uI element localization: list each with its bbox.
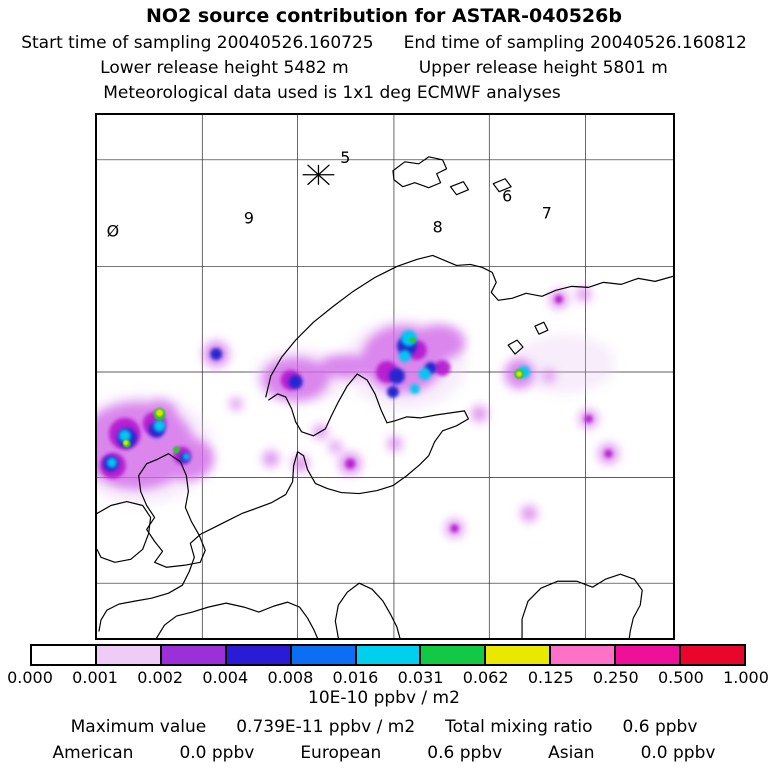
cluster-label-6: 6	[502, 187, 512, 206]
max-value-label: Maximum value	[70, 717, 207, 737]
region-asian-label: Asian	[548, 743, 595, 763]
colorbar-cell	[614, 646, 680, 664]
plume-green	[122, 337, 525, 454]
coast-uk	[138, 453, 206, 568]
colorbar	[30, 644, 746, 666]
colorbar-tick-label: 0.004	[202, 668, 249, 687]
cluster-label-8: 8	[433, 218, 443, 237]
cluster-labels: 5 9 Ø 8 6 7	[107, 148, 552, 241]
cluster-label-0: Ø	[107, 222, 120, 241]
lower-release-text: Lower release height 5482 m	[100, 58, 349, 78]
lake-onega	[534, 321, 549, 335]
max-value-text: 0.739E-11 ppbv / m2	[236, 717, 416, 737]
colorbar-cell	[159, 646, 225, 664]
colorbar-tick-label: 0.016	[332, 668, 379, 687]
mixing-ratio-label: Total mixing ratio	[445, 717, 593, 737]
colorbar-cell	[32, 646, 95, 664]
met-data-line: Meteorological data used is 1x1 deg ECMW…	[103, 83, 561, 103]
mixing-ratio-value: 0.6 ppbv	[622, 717, 698, 737]
lake-ladoga	[507, 339, 524, 355]
colorbar-tick-label: 0.500	[658, 668, 704, 687]
region-european-value: 0.6 ppbv	[427, 743, 503, 763]
coastlines	[97, 156, 673, 638]
release-heights-line: Lower release height 5482 m Upper releas…	[0, 58, 768, 78]
end-time-text: End time of sampling 20040526.160812	[403, 33, 747, 53]
sampling-times-line: Start time of sampling 20040526.160725 E…	[0, 33, 768, 53]
plume-yellow	[123, 371, 522, 446]
colorbar-tick-label: 0.125	[527, 668, 574, 687]
colorbar-tick-label: 0.031	[397, 668, 444, 687]
summary-line: Maximum value 0.739E-11 ppbv / m2 Total …	[0, 717, 768, 737]
colorbar-tick-label: 0.008	[267, 668, 314, 687]
colorbar-tick-label: 0.062	[462, 668, 509, 687]
colorbar-cell	[484, 646, 550, 664]
region-asian-value: 0.0 ppbv	[640, 743, 716, 763]
colorbar-cell	[289, 646, 355, 664]
colorbar-cell	[419, 646, 485, 664]
map-frame: 5 9 Ø 8 6 7	[95, 113, 675, 640]
coast-arctic-island-1	[392, 156, 448, 189]
plume-halos	[97, 287, 619, 538]
cluster-label-9: 9	[244, 209, 254, 228]
release-marker-icon	[302, 164, 335, 186]
region-american-label: American	[52, 743, 134, 763]
colorbar-tick-label: 0.001	[72, 668, 118, 687]
coast-baltic-westeurope	[98, 373, 470, 632]
coast-norway-arctic	[265, 254, 673, 398]
coast-adriatic	[334, 582, 401, 638]
coast-arctic-island-2	[449, 181, 470, 196]
region-american-value: 0.0 ppbv	[179, 743, 255, 763]
colorbar-tick-label: 1.000	[723, 668, 768, 687]
colorbar-cell	[224, 646, 290, 664]
coast-mediterranean-west	[155, 601, 319, 638]
coast-ireland	[97, 500, 152, 563]
map-svg: 5 9 Ø 8 6 7	[97, 115, 673, 638]
colorbar-cell	[354, 646, 420, 664]
region-contributions-line: American 0.0 ppbv European 0.6 ppbv Asia…	[0, 743, 768, 763]
cluster-label-7: 7	[542, 204, 552, 223]
page-title: NO2 source contribution for ASTAR-040526…	[146, 5, 622, 27]
colorbar-units: 10E-10 ppbv / m2	[308, 688, 460, 708]
region-european-label: European	[300, 743, 382, 763]
colorbar-tick-label: 0.000	[7, 668, 53, 687]
colorbar-ticks: 0.000 0.001 0.002 0.004 0.008 0.016 0.031 0.062…	[7, 668, 768, 688]
colorbar-tick-label: 0.250	[592, 668, 639, 687]
colorbar-cell	[549, 646, 615, 664]
coast-black-sea	[521, 573, 643, 638]
start-time-text: Start time of sampling 20040526.160725	[21, 33, 374, 53]
colorbar-cell	[94, 646, 160, 664]
coast-arctic-island-3	[492, 178, 512, 193]
upper-release-text: Upper release height 5801 m	[418, 58, 668, 78]
colorbar-tick-label: 0.002	[137, 668, 184, 687]
cluster-label-5: 5	[340, 148, 350, 167]
colorbar-cell	[679, 646, 744, 664]
